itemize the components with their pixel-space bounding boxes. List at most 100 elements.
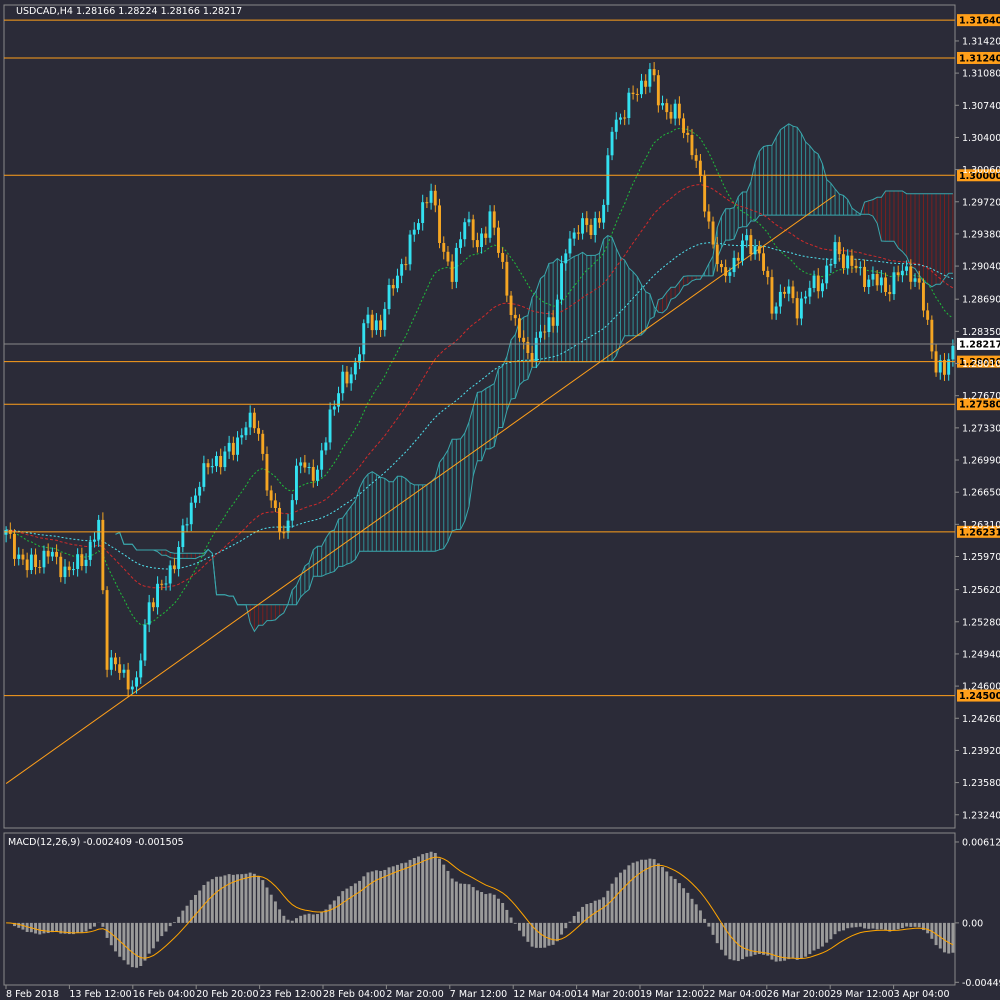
candle-body <box>126 669 130 690</box>
price-grid <box>3 4 956 986</box>
candle <box>635 88 639 102</box>
candle-body <box>741 240 744 261</box>
level-label: 1.30000 <box>959 171 1000 182</box>
candle-body <box>951 345 955 360</box>
candle <box>295 458 298 505</box>
y-tick-label: 1.29720 <box>962 197 1000 208</box>
level-tag <box>957 14 1000 27</box>
candle-body <box>543 331 547 333</box>
candle <box>189 496 193 532</box>
candle-body <box>640 80 643 95</box>
candle <box>530 345 534 368</box>
candle-body <box>656 75 660 106</box>
ema-slow-line <box>6 242 954 570</box>
candle <box>934 343 938 377</box>
candle-body <box>707 211 711 222</box>
candle-body <box>858 266 862 268</box>
candle-body <box>728 272 732 276</box>
candle-body <box>72 569 75 571</box>
candle <box>543 324 547 340</box>
bid-tag <box>957 337 1000 350</box>
candle-body <box>774 306 778 314</box>
x-tick-label: 3 Apr 04:00 <box>894 989 950 1000</box>
candle <box>816 268 820 299</box>
candle-body <box>156 583 159 608</box>
candle-body <box>799 298 803 319</box>
candle-body <box>821 283 824 292</box>
candle-body <box>686 132 690 135</box>
candle-body <box>884 277 887 292</box>
candle-body <box>610 131 614 156</box>
candle-body <box>122 669 126 673</box>
candle-body <box>673 103 677 119</box>
candle <box>467 211 471 227</box>
candle-body <box>825 265 829 284</box>
candle <box>631 85 635 100</box>
candle <box>884 272 887 296</box>
candle-body <box>867 279 871 287</box>
candle-body <box>273 500 277 508</box>
candle-body <box>475 240 479 248</box>
candle-body <box>391 285 395 289</box>
candle-body <box>913 278 917 282</box>
candle-body <box>172 565 176 569</box>
candle-body <box>703 176 707 212</box>
candle <box>581 212 584 240</box>
candle-body <box>345 371 349 384</box>
candle-body <box>421 202 425 223</box>
candle-body <box>585 218 589 225</box>
y-tick-label: 1.25970 <box>962 552 1000 563</box>
candle-body <box>311 467 315 481</box>
candle-body <box>762 253 765 271</box>
candle <box>366 307 370 329</box>
y-tick-label: 1.25280 <box>962 617 1000 628</box>
candle-body <box>379 320 382 330</box>
candle-body <box>278 508 281 533</box>
candle <box>446 245 450 266</box>
candle <box>459 231 462 254</box>
candle <box>488 205 492 243</box>
candle-body <box>677 103 681 119</box>
horizontal-levels[interactable]: 1.31640 1.31240 1.30000 1.28030 1.27580 1.262… <box>4 14 1000 702</box>
candle <box>21 548 25 566</box>
candle-body <box>589 224 593 235</box>
candle <box>147 594 151 633</box>
candle-body <box>766 270 770 278</box>
candle-body <box>682 118 685 133</box>
candle-body <box>231 442 235 455</box>
candle <box>821 279 824 298</box>
level-label: 1.27580 <box>959 400 1000 411</box>
candle-body <box>715 244 719 264</box>
level-label: 1.31640 <box>959 16 1000 27</box>
y-tick-label: 1.28350 <box>962 327 1000 338</box>
y-tick-label: 1.31420 <box>962 36 1000 47</box>
candle-body <box>55 551 58 557</box>
candle <box>568 231 572 258</box>
candle-body <box>21 554 25 560</box>
candle <box>509 291 513 321</box>
candle <box>46 543 50 564</box>
x-tick-label: 12 Mar 04:00 <box>513 989 576 1000</box>
candle-body <box>896 272 900 276</box>
candle-body <box>783 291 786 294</box>
candle <box>454 242 458 289</box>
candle <box>72 561 75 576</box>
candle <box>404 256 408 271</box>
candle-body <box>711 221 715 245</box>
candle-body <box>804 296 807 299</box>
candle <box>143 619 147 666</box>
candle-body <box>139 660 143 678</box>
candle <box>497 220 500 258</box>
candle <box>833 234 837 269</box>
candle-body <box>215 456 218 467</box>
candle-body <box>922 282 925 311</box>
candle <box>34 548 37 575</box>
candle <box>799 291 803 326</box>
candle-body <box>698 160 702 176</box>
x-tick-label: 7 Mar 12:00 <box>450 989 507 1000</box>
candle <box>703 170 707 218</box>
candle-body <box>467 219 471 223</box>
candle <box>93 532 96 548</box>
